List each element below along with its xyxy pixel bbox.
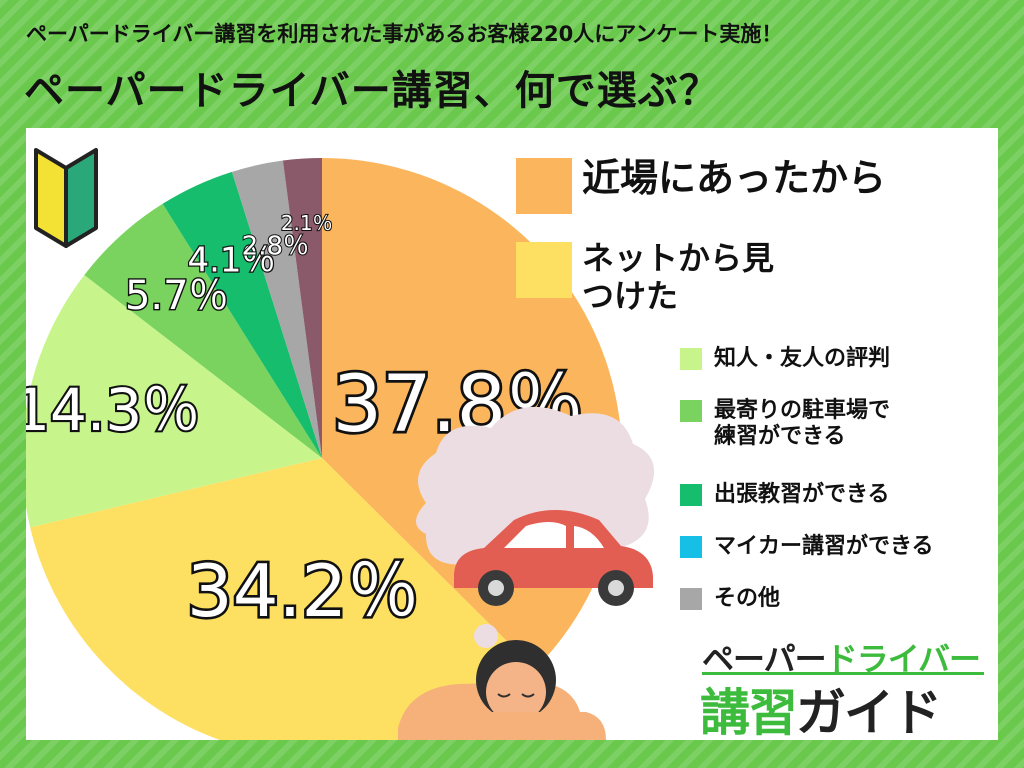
legend-swatch-6 [680,536,702,558]
slice-value-label-2: 34.2％ [187,549,419,633]
logo-line-2: 講習ガイド [700,684,942,742]
car-thought-bubble-icon [416,406,655,673]
pie-slice-7 [282,158,322,458]
legend-label-6: マイカー講習ができる [714,534,934,559]
pie-slice-6 [231,160,322,458]
legend-label-7: その他 [714,586,781,611]
pie-chart: 37.8％34.2％14.3％5.7％4.1％2.8％2.1％ [26,148,655,740]
survey-subtitle: ペーパードライバー講習を利用された事があるお客様220人にアンケート実施！ [26,22,783,46]
legend-label-4: 最寄りの駐車場で 練習ができる [714,398,891,449]
pie-slice-5 [162,171,322,458]
legend-swatch-2 [516,242,572,298]
legend-swatch-3 [680,348,702,370]
legend-label-2: ネットから見 つけた [582,239,775,315]
slice-value-label-7: 2.1％ [281,211,333,235]
sleeping-person-icon [398,640,606,740]
legend-swatch-5 [680,484,702,506]
slice-value-label-3: 14.3％ [26,376,200,444]
pie-slice-4 [84,203,322,458]
pie-slice-3 [26,274,322,528]
slice-value-label-4: 5.7％ [125,273,229,319]
page-title: ペーパードライバー講習、何で選ぶ？ [24,68,720,114]
legend-label-1: 近場にあったから [582,156,887,200]
logo-line-1: ペーパードライバー [702,640,981,678]
beginner-mark-icon [34,148,98,248]
logo-underline [702,672,984,675]
legend-label-3: 知人・友人の評判 [714,346,891,371]
legend-swatch-7 [680,588,702,610]
legend-swatch-1 [516,158,572,214]
legend-swatch-4 [680,400,702,422]
chart-panel: 37.8％ 34.2％ 14.3％ 5.7％ 4.1％ 2.8％ 2.1％ 近場にあったから… [26,128,998,742]
legend-label-5: 出張教習ができる [714,482,890,507]
slice-value-label-6: 2.8％ [242,232,309,262]
slice-value-label-5: 4.1％ [187,240,275,280]
pie-slice-2 [30,458,536,740]
